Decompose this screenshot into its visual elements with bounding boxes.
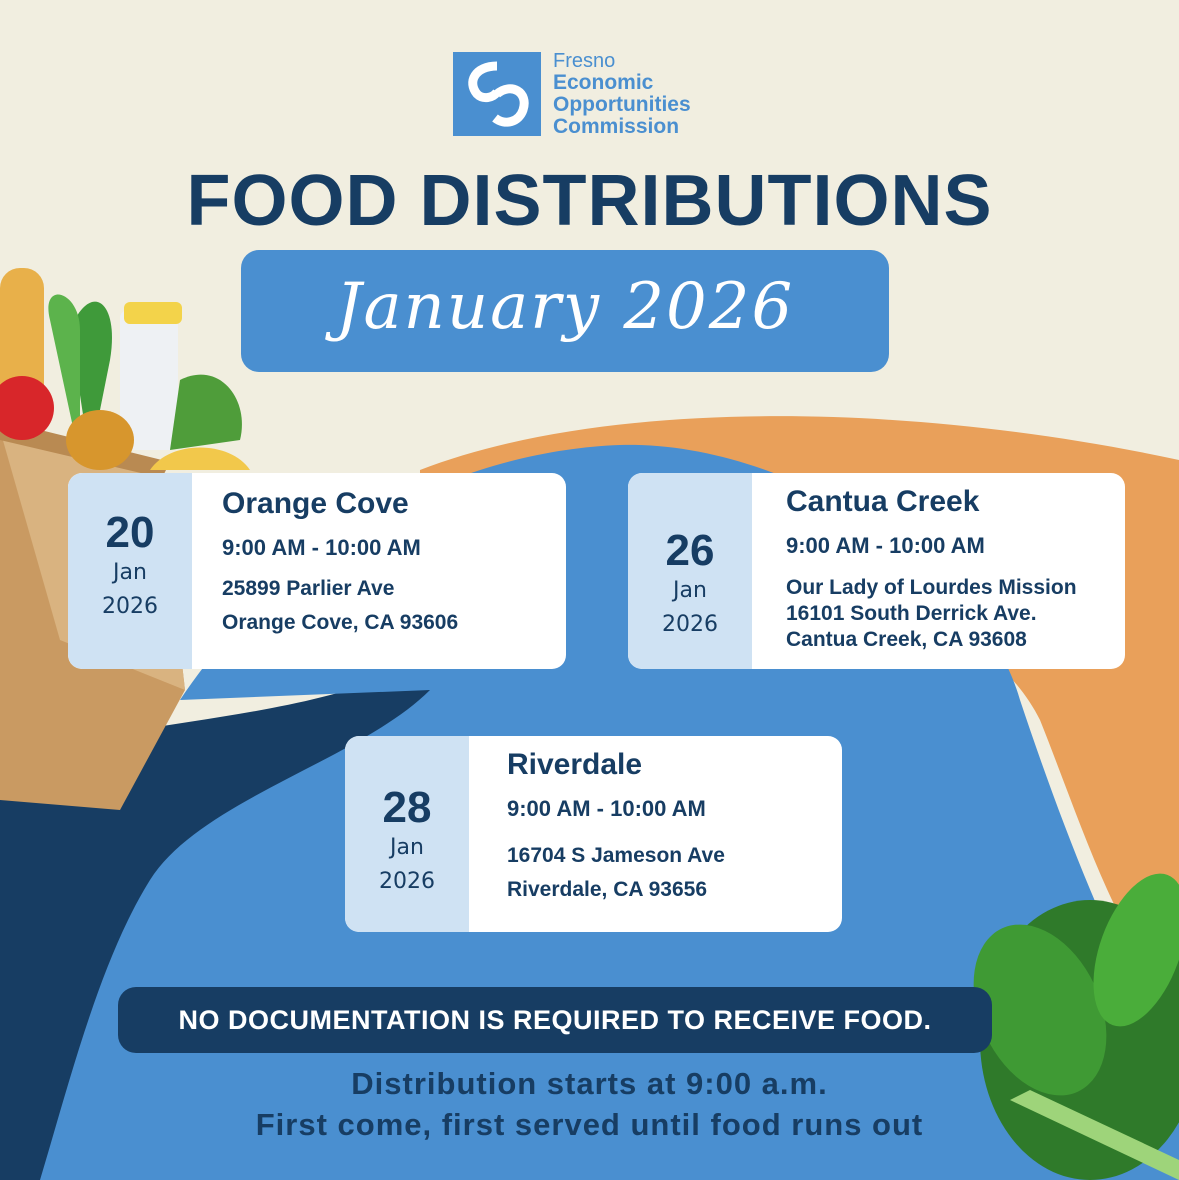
event-month: Jan	[113, 560, 147, 585]
event-address-line: 16704 S Jameson Ave	[507, 844, 725, 867]
eoc-logo-icon	[453, 52, 541, 136]
page-title: FOOD DISTRIBUTIONS	[186, 161, 993, 241]
event-card-cantua-creek: 26 Jan 2026 Cantua Creek 9:00 AM - 10:00…	[628, 473, 1125, 669]
event-info: Riverdale 9:00 AM - 10:00 AM 16704 S Jam…	[507, 748, 725, 904]
event-address-line: Riverdale, CA 93656	[507, 878, 708, 901]
event-date: 28 Jan 2026	[345, 736, 469, 932]
event-address-line: 16101 South Derrick Ave.	[786, 602, 1037, 625]
event-time: 9:00 AM - 10:00 AM	[786, 533, 985, 558]
event-date: 20 Jan 2026	[68, 473, 192, 669]
footer-first-come: First come, first served until food runs…	[255, 1107, 924, 1142]
event-location: Riverdale	[507, 748, 643, 781]
event-month: Jan	[673, 578, 707, 603]
event-card-orange-cove: 20 Jan 2026 Orange Cove 9:00 AM - 10:00 …	[68, 473, 566, 669]
event-time: 9:00 AM - 10:00 AM	[222, 535, 421, 560]
org-name-line: Opportunities	[553, 93, 691, 116]
event-info: Cantua Creek 9:00 AM - 10:00 AM Our Lady…	[786, 485, 1077, 653]
month-label: January 2026	[335, 270, 795, 344]
event-year: 2026	[379, 869, 435, 894]
event-address-line: Our Lady of Lourdes Mission	[786, 576, 1077, 599]
event-address-line: 25899 Parlier Ave	[222, 577, 395, 600]
event-day: 20	[105, 508, 155, 557]
leafy-greens-illustration	[973, 873, 1179, 1180]
documentation-notice: NO DOCUMENTATION IS REQUIRED TO RECEIVE …	[118, 987, 992, 1053]
event-info: Orange Cove 9:00 AM - 10:00 AM 25899 Par…	[222, 487, 458, 637]
event-date: 26 Jan 2026	[628, 473, 752, 669]
event-year: 2026	[102, 594, 158, 619]
month-banner: January 2026	[241, 250, 889, 372]
event-address-line: Orange Cove, CA 93606	[222, 611, 459, 634]
event-location: Orange Cove	[222, 487, 409, 520]
event-card-riverdale: 28 Jan 2026 Riverdale 9:00 AM - 10:00 AM…	[345, 736, 842, 932]
org-name-line: Commission	[553, 115, 680, 138]
event-day: 26	[665, 526, 715, 575]
event-address-line: Cantua Creek, CA 93608	[786, 628, 1027, 651]
org-logo: Fresno Economic Opportunities Commission	[453, 50, 743, 140]
event-month: Jan	[390, 835, 424, 860]
org-name: Fresno Economic Opportunities Commission	[553, 50, 691, 138]
event-year: 2026	[662, 612, 718, 637]
org-name-line: Economic	[553, 71, 654, 94]
org-name-line: Fresno	[553, 50, 616, 72]
event-time: 9:00 AM - 10:00 AM	[507, 796, 706, 821]
event-location: Cantua Creek	[786, 485, 980, 518]
event-day: 28	[382, 783, 432, 832]
footer-start-time: Distribution starts at 9:00 a.m.	[351, 1066, 828, 1101]
